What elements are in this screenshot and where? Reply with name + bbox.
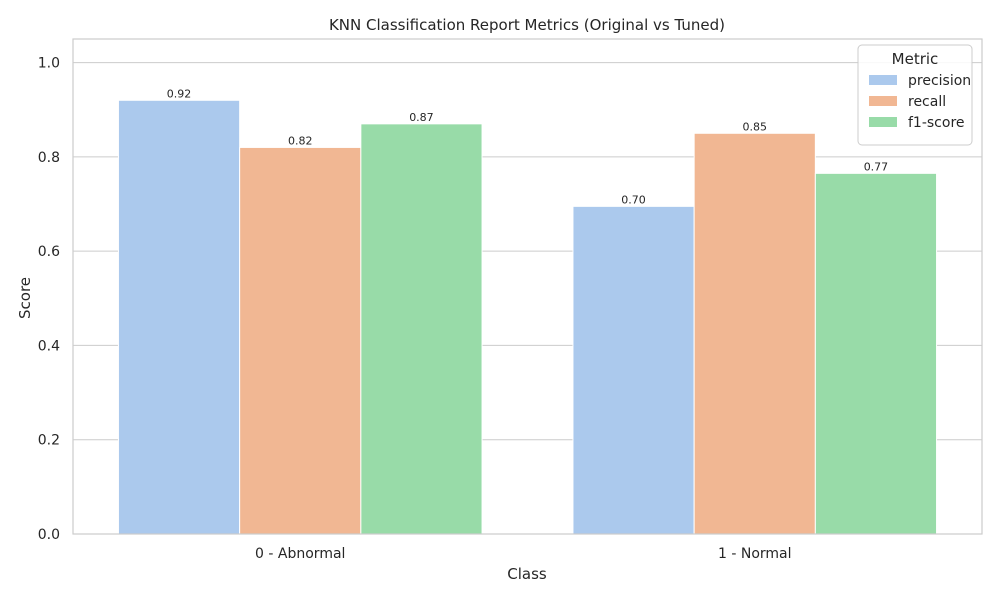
plot-frame xyxy=(72,38,983,535)
y-axis-label: Score xyxy=(16,277,34,319)
legend-swatch-f1-score xyxy=(869,117,897,127)
bar-recall xyxy=(239,146,362,535)
chart-title: KNN Classification Report Metrics (Origi… xyxy=(329,16,725,34)
x-axis-label: Class xyxy=(507,565,547,583)
y-tick-label: 0.2 xyxy=(38,433,60,449)
y-tick-label: 0.6 xyxy=(38,244,60,260)
legend-label-f1-score: f1-score xyxy=(908,115,965,131)
legend-title: Metric xyxy=(892,50,939,68)
legend-swatch-precision xyxy=(869,75,897,85)
bar-value-label: 0.92 xyxy=(167,87,192,100)
bar-precision xyxy=(572,205,695,535)
legend-items: precision recall f1-score xyxy=(869,73,971,131)
bar-value-label: 0.87 xyxy=(409,111,434,124)
y-tick-label: 1.0 xyxy=(38,56,60,72)
x-axis-ticks: 0 - Abnormal 1 - Normal xyxy=(255,546,791,562)
legend: Metric precision recall f1-score xyxy=(857,44,973,146)
y-tick-label: 0.0 xyxy=(38,527,60,543)
legend-swatch-recall xyxy=(869,96,897,106)
bar-recall xyxy=(693,132,816,535)
x-tick-label: 1 - Normal xyxy=(718,546,792,562)
x-tick-label: 0 - Abnormal xyxy=(255,546,345,562)
bar-precision xyxy=(117,99,241,535)
bar-f1-score xyxy=(360,123,483,535)
legend-label-recall: recall xyxy=(908,94,946,110)
y-tick-label: 0.4 xyxy=(38,338,60,354)
y-axis-ticks: 0.0 0.2 0.4 0.6 0.8 1.0 xyxy=(38,56,60,543)
bar-value-labels: 0.92 0.82 0.87 0.70 0.85 0.77 xyxy=(167,87,888,206)
bar-value-label: 0.70 xyxy=(621,193,646,206)
bar-value-label: 0.77 xyxy=(864,160,889,173)
y-tick-label: 0.8 xyxy=(38,150,60,166)
legend-label-precision: precision xyxy=(908,73,971,89)
bar-value-label: 0.85 xyxy=(743,120,768,133)
bar-value-label: 0.82 xyxy=(288,134,313,147)
bar-f1-score xyxy=(814,172,938,535)
bars xyxy=(117,99,938,535)
